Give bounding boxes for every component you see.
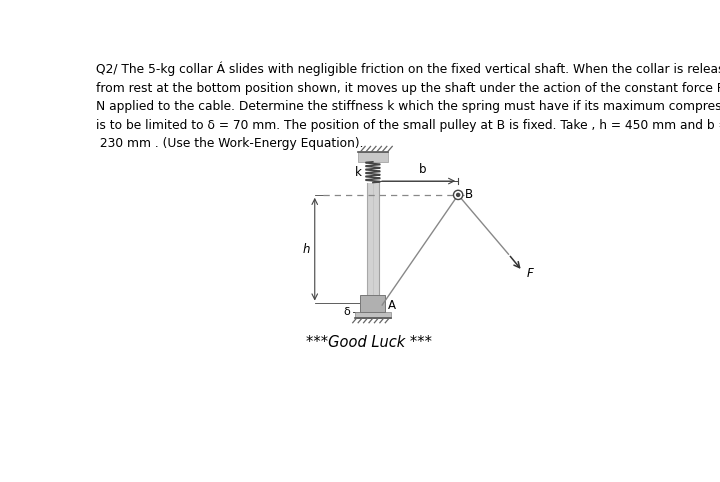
Circle shape — [454, 190, 463, 200]
Text: Q2/ The 5-kg collar Á slides with negligible friction on the fixed vertical shaf: Q2/ The 5-kg collar Á slides with neglig… — [96, 62, 720, 150]
Text: A: A — [388, 298, 397, 311]
Text: b: b — [419, 163, 426, 176]
Text: δ: δ — [343, 307, 351, 317]
Text: F: F — [526, 267, 533, 280]
Bar — [355, 312, 391, 318]
Text: h: h — [302, 242, 310, 255]
Text: k: k — [354, 166, 361, 179]
Bar — [358, 152, 387, 162]
Text: B: B — [465, 187, 473, 201]
Bar — [366, 183, 379, 303]
Text: ***Good Luck ***: ***Good Luck *** — [306, 335, 432, 350]
Bar — [361, 295, 385, 312]
Circle shape — [456, 193, 459, 197]
